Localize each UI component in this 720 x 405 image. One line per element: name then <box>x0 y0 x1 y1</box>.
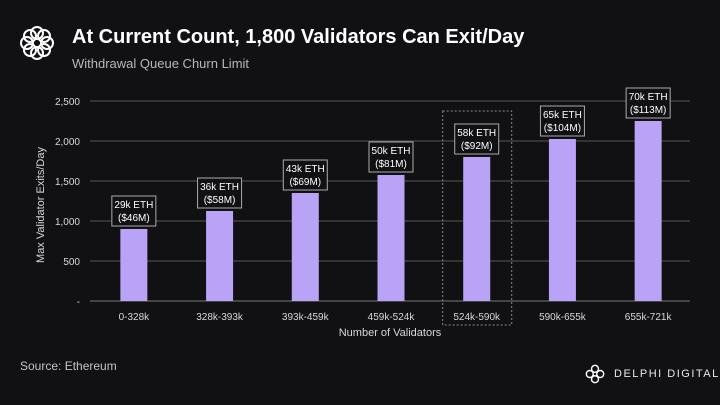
data-label-eth: 36k ETH <box>200 182 239 193</box>
y-tick-label: 1,000 <box>55 217 80 228</box>
x-tick-label: 393k-459k <box>282 312 330 323</box>
y-tick-label: 1,500 <box>55 177 80 188</box>
x-tick-label: 590k-655k <box>539 312 587 323</box>
bar <box>291 193 319 301</box>
bar <box>377 175 405 301</box>
data-label-box <box>625 87 671 119</box>
source-note: Source: Ethereum <box>20 359 117 373</box>
y-tick-label: 500 <box>63 257 80 268</box>
data-label-eth: 29k ETH <box>114 200 153 211</box>
x-tick-label: 0-328k <box>119 312 151 323</box>
delphi-small-logo-icon <box>585 364 605 384</box>
data-label-usd: ($46M) <box>118 213 150 224</box>
data-label-box <box>111 195 157 227</box>
data-label-usd: ($92M) <box>461 141 493 152</box>
data-label-box <box>197 177 243 209</box>
data-label-box <box>368 141 414 173</box>
data-label-eth: 50k ETH <box>372 146 411 157</box>
y-tick-label: - <box>77 297 80 308</box>
x-tick-label: 655k-721k <box>625 312 673 323</box>
data-label-eth: 43k ETH <box>286 164 325 175</box>
bar <box>634 121 662 301</box>
x-tick-label: 524k-590k <box>453 312 501 323</box>
x-tick-label: 328k-393k <box>196 312 244 323</box>
data-label-box <box>539 105 585 137</box>
x-axis-label: Number of Validators <box>339 327 442 339</box>
y-axis-label: Max Validator Exits/Day <box>35 147 47 263</box>
data-label-usd: ($81M) <box>375 159 407 170</box>
data-label-usd: ($104M) <box>544 123 581 134</box>
y-tick-label: 2,500 <box>55 97 80 108</box>
x-tick-label: 459k-524k <box>368 312 416 323</box>
bar <box>548 139 576 301</box>
data-label-eth: 65k ETH <box>543 110 582 121</box>
bar <box>206 211 234 301</box>
data-label-eth: 58k ETH <box>457 128 496 139</box>
data-label-usd: ($69M) <box>289 177 321 188</box>
chart-title: At Current Count, 1,800 Validators Can E… <box>72 26 525 48</box>
bar <box>463 157 491 301</box>
data-label-box <box>282 159 328 191</box>
delphi-logo-icon <box>18 24 56 67</box>
bar <box>120 229 148 301</box>
data-label-usd: ($113M) <box>630 105 667 116</box>
y-tick-label: 2,000 <box>55 137 80 148</box>
highlight-box <box>442 110 513 326</box>
data-label-eth: 70k ETH <box>629 92 668 103</box>
brand-name: DELPHI DIGITAL <box>614 368 720 380</box>
chart-subtitle: Withdrawal Queue Churn Limit <box>72 56 250 71</box>
brand-mark: DELPHI DIGITAL <box>584 363 720 385</box>
data-label-box <box>454 123 500 155</box>
data-label-usd: ($58M) <box>204 195 236 206</box>
